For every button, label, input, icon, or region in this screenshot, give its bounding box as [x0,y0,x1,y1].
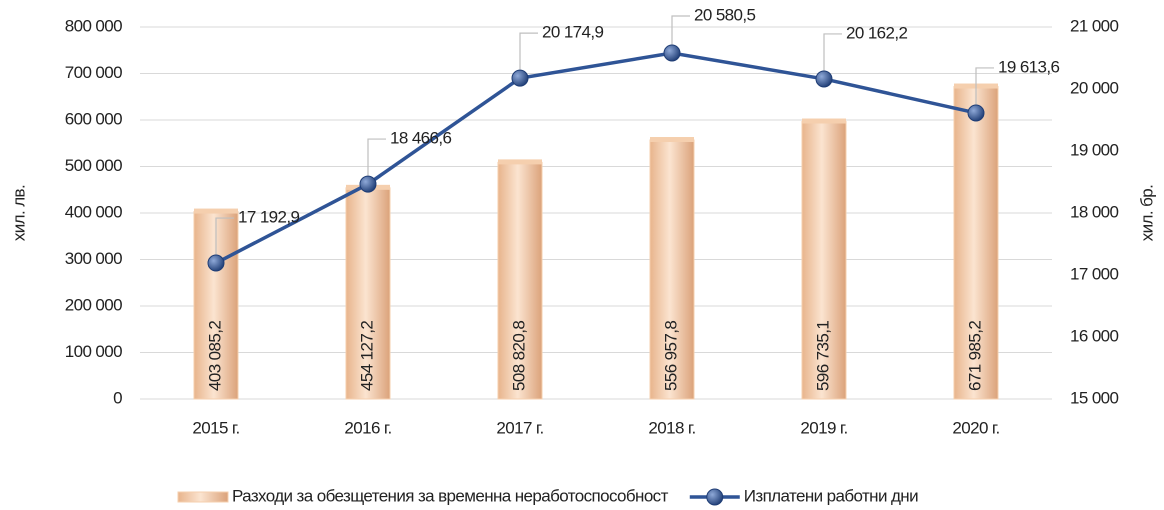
y-tick-label: 600 000 [65,109,122,128]
y2-tick-label: 15 000 [1070,388,1119,407]
bar [953,86,999,400]
line-marker [663,44,681,62]
legend-label: Разходи за обезщетения за временна нераб… [232,486,669,505]
bar-top [194,208,238,214]
y-tick-label: 200 000 [65,295,122,314]
leader-line [975,67,994,113]
y-tick-label: 100 000 [65,342,122,361]
y-tick-label: 800 000 [65,16,122,35]
x-tick-label: 2018 г. [648,418,695,437]
y2-tick-label: 18 000 [1070,202,1119,221]
line-value-label: 20 174,9 [542,23,604,42]
line-value-label: 20 162,2 [846,23,908,42]
line-value-label: 20 580,5 [694,5,756,24]
leader-line [519,32,538,79]
y2-tick-label: 17 000 [1070,264,1119,283]
legend-label: Изплатени работни дни [744,486,918,505]
line-value-label: 19 613,6 [998,57,1060,76]
bar-value-label: 403 085,2 [205,321,224,391]
line-marker [359,175,377,193]
y-tick-label: 400 000 [65,202,122,221]
y-axis-label: хил. лв. [9,185,28,241]
leader-line [367,138,386,185]
bar-value-label: 454 127,2 [357,321,376,391]
bar [345,187,391,400]
y2-tick-label: 19 000 [1070,140,1119,159]
x-tick-label: 2016 г. [344,418,391,437]
bar-top [802,118,846,124]
legend-swatch [706,488,724,506]
leader-line [823,33,842,79]
legend-swatch [177,491,229,503]
line-marker [511,69,529,87]
x-tick-label: 2019 г. [800,418,847,437]
bar-top [498,159,542,165]
bar-value-label: 508 820,8 [509,321,528,391]
leader-line [671,15,690,54]
bar-value-label: 596 735,1 [813,321,832,391]
y2-tick-label: 21 000 [1070,16,1119,35]
y2-axis-label: хил. бр. [1137,185,1156,241]
line-value-label: 17 192,9 [238,208,300,227]
line-value-label: 18 466,6 [390,129,452,148]
y-tick-label: 500 000 [65,156,122,175]
y2-tick-label: 20 000 [1070,78,1119,97]
line-marker [967,104,985,122]
bar-value-label: 671 985,2 [965,321,984,391]
bar-value-label: 556 957,8 [661,321,680,391]
line-marker [207,254,225,272]
bar-top [650,137,694,143]
x-tick-label: 2015 г. [192,418,239,437]
line-marker [815,70,833,88]
y-tick-label: 300 000 [65,249,122,268]
y-tick-label: 0 [113,388,122,407]
line [215,51,977,265]
leader-line [215,217,234,264]
y2-tick-label: 16 000 [1070,326,1119,345]
x-tick-label: 2020 г. [952,418,999,437]
x-tick-label: 2017 г. [496,418,543,437]
y-tick-label: 700 000 [65,63,122,82]
